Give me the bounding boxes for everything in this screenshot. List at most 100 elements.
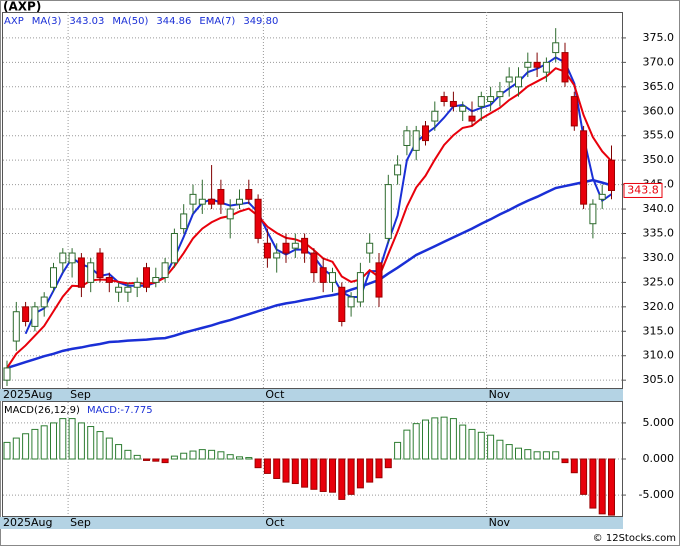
macd-bar xyxy=(561,458,569,464)
candle-body xyxy=(282,242,290,254)
candle-body xyxy=(580,130,588,205)
candle-body xyxy=(515,76,522,88)
macd-bar xyxy=(59,418,67,460)
legend-entry: 343.03 xyxy=(69,16,104,27)
macd-value: MACD:-7.775 xyxy=(87,405,153,416)
macd-bar xyxy=(580,458,588,495)
candle-body xyxy=(273,252,281,259)
macd-bar xyxy=(524,449,532,460)
macd-bar xyxy=(124,449,132,460)
candle-body xyxy=(422,125,429,142)
candle-body xyxy=(180,213,188,230)
date-bar xyxy=(0,517,623,529)
candle-body xyxy=(12,311,20,342)
y-tick-label: 360.0 xyxy=(643,104,675,117)
candle-body xyxy=(217,188,225,205)
candle-body xyxy=(291,242,299,249)
macd-bar xyxy=(366,458,374,483)
macd-bar xyxy=(449,418,457,460)
macd-bar xyxy=(133,454,141,460)
y-tick-label: 335.0 xyxy=(643,226,675,239)
candle-body xyxy=(254,198,262,239)
macd-bar xyxy=(77,422,85,460)
macd-title: MACD(26,12,9) xyxy=(4,405,80,416)
macd-bar xyxy=(273,458,281,479)
legend-entry: 344.86 xyxy=(156,16,191,27)
candle-body xyxy=(589,203,597,225)
candle-body xyxy=(542,61,550,73)
x-tick-label: Oct xyxy=(265,516,285,529)
macd-bar xyxy=(263,458,271,474)
macd-bar xyxy=(291,458,299,485)
macd-bar xyxy=(208,449,216,460)
y-tick-label: 355.0 xyxy=(643,129,675,142)
ma-line xyxy=(24,56,613,335)
macd-bar xyxy=(180,452,188,460)
y-tick-label: -5.000 xyxy=(639,488,674,501)
candle-body xyxy=(40,296,48,308)
candle-body xyxy=(375,262,383,298)
candle-body xyxy=(524,61,532,68)
macd-bar xyxy=(96,431,104,460)
candle-body xyxy=(236,198,243,205)
candle-body xyxy=(133,281,141,288)
candle-body xyxy=(208,198,216,205)
candle-body xyxy=(96,252,104,278)
candle-body xyxy=(431,110,439,122)
y-tick-label: 350.0 xyxy=(643,153,675,166)
ma-line xyxy=(6,178,612,370)
candle-body xyxy=(170,232,178,264)
macd-bar xyxy=(329,458,336,493)
macd-bar xyxy=(319,458,327,492)
macd-bar xyxy=(31,428,39,460)
candle-body xyxy=(440,96,448,102)
chart-title: (AXP) xyxy=(3,0,41,14)
x-tick-label: Oct xyxy=(265,388,285,401)
macd-bar xyxy=(477,431,485,460)
candle-body xyxy=(50,267,57,288)
macd-bar xyxy=(384,458,392,469)
candle-body xyxy=(319,267,327,283)
candle-body xyxy=(394,164,402,176)
macd-bar xyxy=(87,426,95,460)
y-tick-label: 310.0 xyxy=(643,349,675,362)
candle-body xyxy=(22,306,30,323)
candle-body xyxy=(152,276,160,283)
macd-bar xyxy=(301,458,309,488)
macd-bar xyxy=(22,433,30,460)
y-tick-label: 5.000 xyxy=(643,416,675,429)
copyright: © 12Stocks.com xyxy=(593,533,676,544)
y-tick-label: 0.000 xyxy=(643,452,675,465)
y-tick-label: 370.0 xyxy=(643,55,675,68)
macd-bar xyxy=(347,458,355,495)
macd-bar xyxy=(189,450,197,460)
macd-bar xyxy=(496,439,504,460)
macd-bar xyxy=(226,454,234,460)
macd-bar xyxy=(440,416,448,460)
candle-body xyxy=(329,272,336,283)
macd-bar xyxy=(143,458,150,461)
x-tick-label: Sep xyxy=(70,516,91,529)
candle-body xyxy=(496,91,504,98)
macd-bar xyxy=(487,434,495,460)
candle-body xyxy=(384,184,392,239)
candle-body xyxy=(533,61,541,68)
macd-bar xyxy=(459,424,467,460)
candle-body xyxy=(59,252,67,264)
macd-bar xyxy=(310,458,318,490)
x-tick-label: 2025Aug xyxy=(3,516,52,529)
x-tick-label: Nov xyxy=(489,516,511,529)
macd-bar xyxy=(170,455,178,460)
legend-entry: EMA(7) xyxy=(199,16,235,27)
legend-entry: MA(50) xyxy=(112,16,148,27)
macd-bar xyxy=(468,428,476,460)
date-bar xyxy=(0,389,623,401)
candle-body xyxy=(124,286,132,293)
macd-bar xyxy=(422,419,429,460)
candle-body xyxy=(403,130,411,146)
candle-body xyxy=(347,296,355,308)
macd-bar xyxy=(282,458,290,483)
candle-body xyxy=(505,76,513,83)
macd-bar xyxy=(50,422,57,460)
